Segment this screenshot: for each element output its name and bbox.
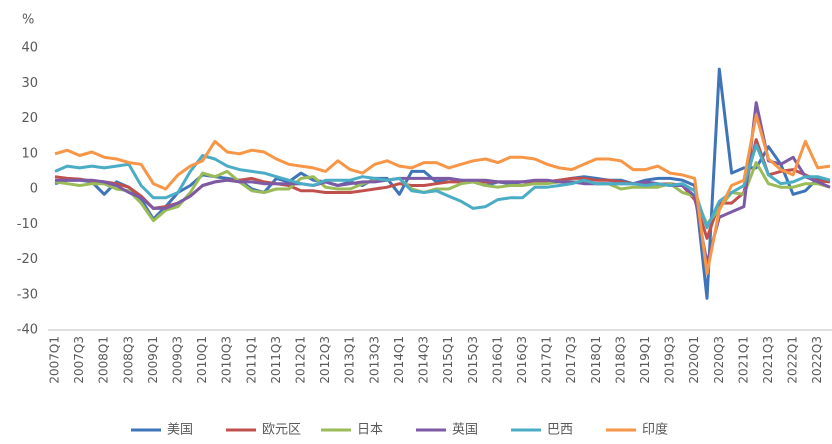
x-tick-label: 2014Q1: [392, 336, 406, 384]
x-tick-label: 2011Q3: [269, 336, 283, 384]
legend-label: 美国: [167, 423, 193, 438]
x-tick-label: 2022Q3: [810, 336, 824, 384]
y-tick-label: -30: [17, 287, 38, 302]
y-tick-label: 10: [21, 146, 38, 161]
x-tick-label: 2011Q1: [244, 336, 258, 384]
x-tick-label: 2021Q3: [761, 336, 775, 384]
y-tick-label: -20: [17, 252, 38, 267]
series-line: [54, 113, 831, 276]
legend-label: 日本: [357, 423, 383, 438]
x-tick-label: 2017Q1: [540, 336, 554, 384]
x-tick-label: 2009Q1: [146, 336, 160, 384]
x-tick-label: 2020Q3: [712, 336, 726, 384]
x-tick-label: 2009Q3: [171, 336, 185, 384]
x-tick-label: 2008Q3: [121, 336, 135, 384]
legend-label: 巴西: [547, 423, 573, 438]
x-tick-label: 2015Q1: [441, 336, 455, 384]
x-tick-label: 2017Q3: [564, 336, 578, 384]
y-tick-label: 20: [21, 111, 38, 126]
y-tick-label: 0: [30, 182, 38, 197]
x-tick-label: 2010Q3: [220, 336, 234, 384]
legend-label: 欧元区: [262, 423, 301, 438]
x-tick-label: 2015Q3: [466, 336, 480, 384]
x-tick-label: 2010Q1: [195, 336, 209, 384]
x-tick-label: 2014Q3: [417, 336, 431, 384]
series-line: [54, 67, 831, 300]
x-tick-label: 2016Q1: [490, 336, 504, 384]
x-tick-label: 2020Q1: [687, 336, 701, 384]
x-tick-label: 2013Q1: [343, 336, 357, 384]
y-tick-label: -10: [17, 217, 38, 232]
x-tick-label: 2019Q3: [663, 336, 677, 384]
series-line: [54, 143, 831, 230]
x-tick-label: 2007Q1: [48, 336, 62, 384]
x-tick-label: 2016Q3: [515, 336, 529, 384]
y-tick-label: -40: [17, 323, 38, 338]
x-tick-label: 2018Q1: [589, 336, 603, 384]
y-tick-label: 40: [21, 41, 38, 56]
y-tick-label: 30: [21, 76, 38, 91]
x-tick-label: 2019Q1: [638, 336, 652, 384]
x-tick-label: 2012Q1: [294, 336, 308, 384]
x-tick-label: 2008Q1: [97, 336, 111, 384]
x-tick-label: 2007Q3: [72, 336, 86, 384]
legend-label: 印度: [642, 422, 668, 438]
x-tick-label: 2022Q1: [786, 336, 800, 384]
legend-label: 英国: [452, 423, 478, 438]
x-tick-label: 2012Q3: [318, 336, 332, 384]
x-tick-label: 2018Q3: [613, 336, 627, 384]
y-axis-label: %: [22, 13, 34, 28]
x-tick-label: 2013Q3: [367, 336, 381, 384]
x-tick-label: 2021Q1: [736, 336, 750, 384]
